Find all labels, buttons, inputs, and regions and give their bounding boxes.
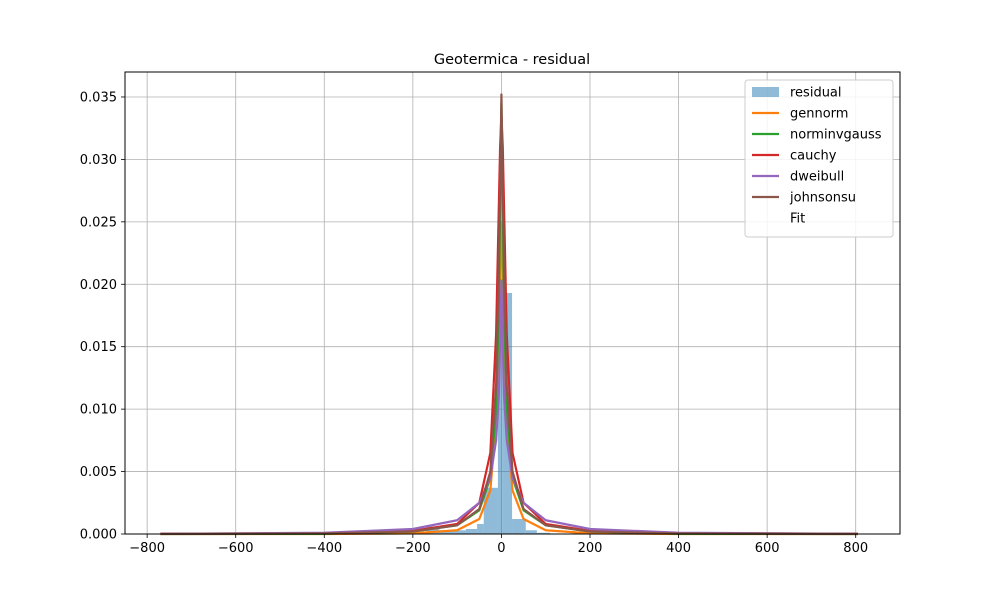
histogram-bar: [452, 530, 466, 534]
histogram-bar: [426, 526, 440, 534]
x-tick-label: 600: [755, 541, 780, 556]
x-tick-label: 200: [578, 541, 603, 556]
y-tick-label: 0.000: [80, 528, 117, 543]
y-tick-label: 0.010: [80, 403, 117, 418]
x-tick-label: 0: [497, 541, 505, 556]
x-tick-label: −600: [218, 541, 254, 556]
fit-lines: [160, 93, 858, 536]
legend-label: gennorm: [790, 107, 848, 122]
axis-ticks: −800 −600 −400 −200 0 200 400 600 800 0.000 0.005 0…: [80, 90, 868, 556]
x-tick-label: −800: [129, 541, 165, 556]
histogram-bar: [483, 487, 498, 534]
series-line-gennorm: [160, 220, 858, 536]
legend-label: norminvgauss: [790, 128, 882, 143]
y-tick-label: 0.035: [80, 90, 117, 105]
histogram-bar: [512, 519, 526, 534]
series-line-dweibull: [160, 279, 858, 535]
legend-label: dweibull: [790, 170, 844, 185]
legend-box: [744, 79, 894, 238]
chart-title: Geotermica - residual: [434, 52, 590, 68]
x-tick-label: −200: [395, 541, 431, 556]
y-tick-label: 0.020: [80, 278, 117, 293]
y-tick-label: 0.030: [80, 153, 117, 168]
x-tick-label: 800: [843, 541, 868, 556]
y-tick-label: 0.025: [80, 215, 117, 230]
legend-label: residual: [790, 86, 842, 101]
histogram-bar: [525, 530, 537, 534]
legend: residual gennorm norminvgauss cauchy dweibul…: [744, 79, 894, 238]
x-tick-label: 400: [666, 541, 691, 556]
legend-swatch-residual: [752, 87, 779, 97]
series-line-johnsonsu: [160, 93, 858, 535]
histogram-bar: [497, 326, 503, 534]
y-tick-label: 0.015: [80, 340, 117, 355]
legend-label: Fit: [790, 212, 805, 227]
histogram-bar: [477, 524, 484, 534]
x-tick-label: −400: [306, 541, 342, 556]
y-tick-label: 0.005: [80, 465, 117, 480]
legend-label: johnsonsu: [789, 191, 856, 206]
legend-label: cauchy: [790, 149, 837, 164]
histogram-bar: [466, 529, 478, 534]
histogram-bar: [536, 532, 551, 534]
axes-frame: [124, 71, 901, 535]
